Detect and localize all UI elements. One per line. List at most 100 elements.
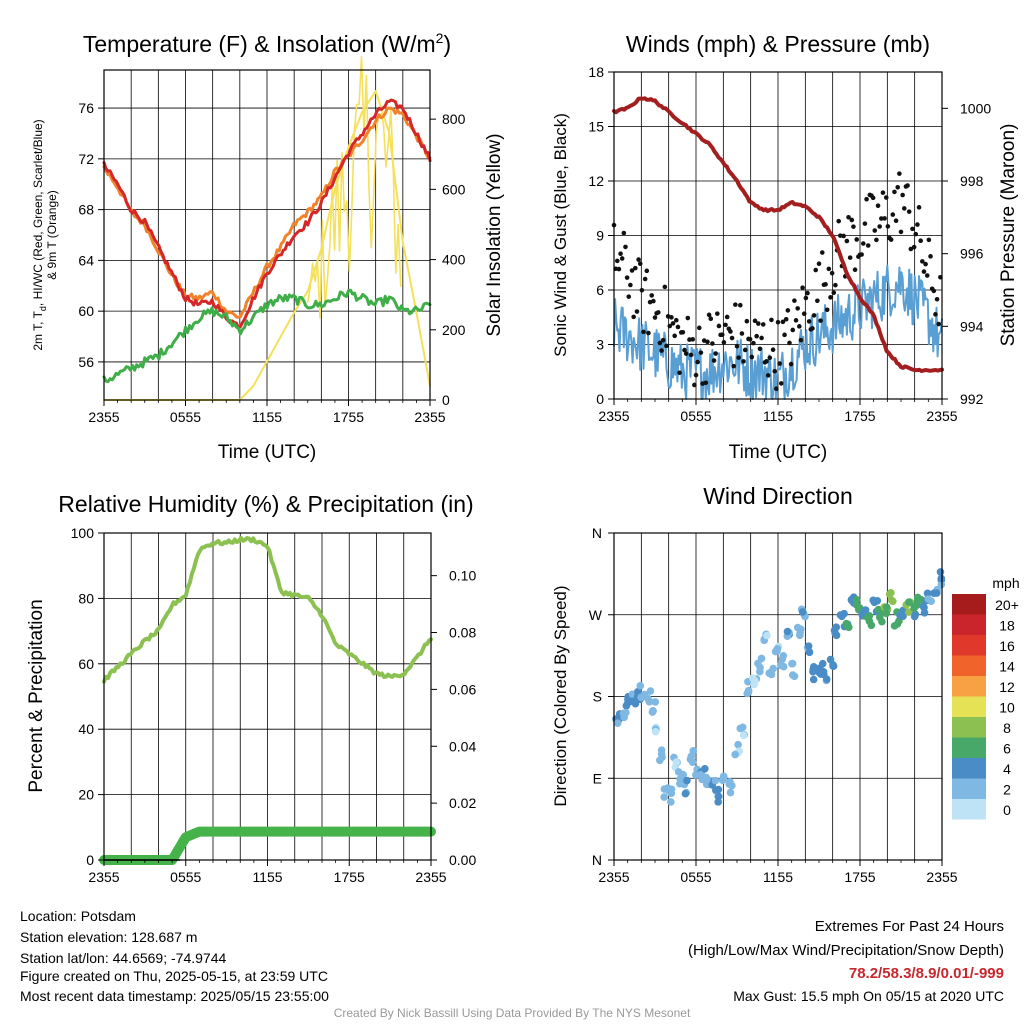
wind-gust-point xyxy=(724,314,730,320)
wind-gust-point xyxy=(911,244,917,250)
wind-gust-point xyxy=(920,259,925,264)
dir-legend-label: 8 xyxy=(1003,720,1011,736)
wind-gust-point xyxy=(715,311,720,316)
wind-gust-point xyxy=(759,335,764,341)
wind-gust-point xyxy=(783,316,789,322)
dir-legend-label: 2 xyxy=(1003,782,1011,798)
temp-xtick-label: 1755 xyxy=(333,409,364,425)
dir-point xyxy=(869,596,877,605)
wind-gust-point xyxy=(800,285,805,291)
wind-gust-point xyxy=(713,351,718,356)
dir-legend-label: 16 xyxy=(999,638,1015,654)
wind-gust-point xyxy=(844,238,850,244)
wind-gust-point xyxy=(813,267,819,273)
dir-point xyxy=(796,628,804,637)
dir-point xyxy=(649,707,657,715)
dir-point xyxy=(636,682,645,690)
dir-point xyxy=(701,764,709,773)
wind-gust-point xyxy=(675,324,681,330)
dir-point xyxy=(777,661,785,670)
wind-gust-point xyxy=(933,312,938,317)
dir-point xyxy=(651,727,660,736)
dir-legend-title: mph xyxy=(992,575,1019,591)
wind-gust-point xyxy=(906,209,912,214)
wind-gust-point xyxy=(767,355,773,361)
rh-panel: 2355 0555 1155 1755 23550204060801000.000.02… xyxy=(26,491,476,885)
wind-gust-point xyxy=(841,233,846,239)
wind-gust-point xyxy=(660,337,666,343)
info-recent: Most recent data timestamp: 2025/05/15 2… xyxy=(20,988,329,1004)
temp-title: Temperature (F) & Insolation (W/m2) xyxy=(83,30,451,57)
wind-gust-point xyxy=(628,282,633,288)
temp-xlabel: Time (UTC) xyxy=(218,442,317,463)
wind-ytick-label: 0 xyxy=(596,391,604,407)
dir-point xyxy=(657,746,666,754)
dir-point xyxy=(882,603,891,612)
dir-point xyxy=(913,593,922,602)
dir-point xyxy=(936,568,945,576)
wind-gust-point xyxy=(846,214,851,220)
dir-point xyxy=(660,793,668,801)
wind-gust-point xyxy=(692,382,697,388)
wind-gust-point xyxy=(649,293,655,298)
wind-gust-point xyxy=(634,309,640,314)
wind-gust-point xyxy=(934,296,940,302)
wind-gust-point xyxy=(618,251,623,257)
rh-ylabel: Percent & Precipitation xyxy=(26,599,47,792)
wind-gust-point xyxy=(754,333,759,339)
dir-point xyxy=(920,603,928,612)
dir-point xyxy=(711,776,720,785)
wind-gust-point xyxy=(695,359,700,365)
wind-gust-point xyxy=(723,322,728,328)
dir-point xyxy=(878,617,886,626)
dir-point xyxy=(683,776,691,785)
extremes-max-gust: Max Gust: 15.5 mph On 05/15 at 2020 UTC xyxy=(733,988,1004,1004)
wind-gust-point xyxy=(716,323,722,329)
wind-gust-point xyxy=(882,216,887,221)
temp-y2label: Solar Insolation (Yellow) xyxy=(484,133,505,336)
wind-gust-point xyxy=(711,358,717,363)
dir-point xyxy=(829,661,837,669)
wind-y2tick-label: 1000 xyxy=(960,100,991,116)
dir-point xyxy=(887,589,895,597)
dir-title: Wind Direction xyxy=(703,483,853,509)
dir-point xyxy=(651,698,660,706)
wind-xtick-label: 2355 xyxy=(926,408,957,424)
wind-gust-point xyxy=(931,288,937,294)
wind-gust-point xyxy=(682,347,687,353)
temp-panel: 2355 0555 1155 1755 2355 56 60 64 68 72 76 0 200 400 6… xyxy=(31,30,505,463)
dir-legend-label: 10 xyxy=(999,700,1015,716)
wind-gust-point xyxy=(672,333,677,339)
wind-gust-point xyxy=(888,237,894,242)
wind-gust-point xyxy=(787,340,792,346)
wind-gust-point xyxy=(662,284,668,290)
temp-ytick-label: 60 xyxy=(78,303,94,319)
wind-gust-point xyxy=(688,352,694,358)
dir-point xyxy=(910,612,919,621)
wind-gust-point xyxy=(905,183,910,188)
wind-gust-point xyxy=(836,218,841,224)
temp-xtick-label: 2355 xyxy=(88,409,119,425)
wind-gust-point xyxy=(651,298,656,304)
dir-point xyxy=(809,663,818,671)
wind-gust-point xyxy=(798,337,804,343)
wind-gust-point xyxy=(915,222,920,227)
wind-gust-point xyxy=(818,318,823,323)
dir-point xyxy=(778,655,787,664)
extremes-values: 78.2/58.3/8.9/0.01/-999 xyxy=(848,965,1004,982)
wind-gust-point xyxy=(788,361,794,367)
info-latlon: Station lat/lon: 44.6569; -74.9744 xyxy=(20,950,227,966)
wind-gust-point xyxy=(885,224,891,229)
wind-gust-point xyxy=(860,241,866,246)
wind-gust-point xyxy=(859,252,864,257)
wind-gust-point xyxy=(685,315,691,321)
wind-gust-point xyxy=(826,266,832,272)
dir-point xyxy=(718,776,727,785)
wind-y2label: Station Pressure (Maroon) xyxy=(998,124,1019,347)
wind-gust-point xyxy=(792,298,797,303)
wind-gust-point xyxy=(729,335,735,341)
wind-gust-point xyxy=(642,276,648,282)
wind-gust-point xyxy=(621,230,627,236)
wind-gust-point xyxy=(760,322,766,327)
rh-y2tick-label: 0.04 xyxy=(449,738,476,754)
